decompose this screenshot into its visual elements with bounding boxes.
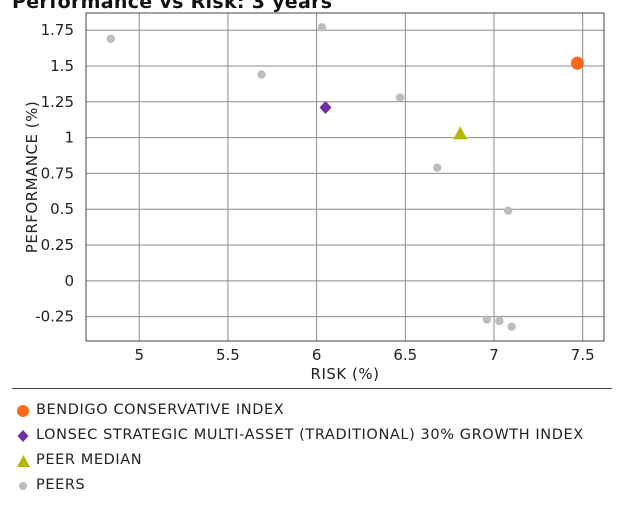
legend-item-lonsec: LONSEC STRATEGIC MULTI-ASSET (TRADITIONA… xyxy=(14,423,604,448)
peer-point xyxy=(507,322,516,331)
legend-item-peers: PEERS xyxy=(14,473,604,498)
legend-item-peer-median: PEER MEDIAN xyxy=(14,448,604,473)
x-tick-label: 5 xyxy=(134,346,144,364)
legend-label-peers: PEERS xyxy=(36,477,86,493)
y-tick-label: 0.25 xyxy=(41,236,74,254)
olive-triangle-icon xyxy=(17,455,30,467)
y-tick-label: -0.25 xyxy=(35,308,74,326)
y-tick-label: 1.25 xyxy=(41,93,74,111)
peer-median-point xyxy=(453,126,468,140)
y-tick-labels: -0.25 0 0.25 0.5 0.75 1 1.25 1.5 1.75 xyxy=(35,21,74,325)
grid-lines xyxy=(86,13,604,341)
legend-label-lonsec: LONSEC STRATEGIC MULTI-ASSET (TRADITIONA… xyxy=(36,427,584,443)
peer-point xyxy=(495,316,504,326)
y-axis-label: PERFORMANCE (%) xyxy=(23,101,41,253)
x-axis-label: RISK (%) xyxy=(311,365,380,383)
peer-point xyxy=(504,206,513,215)
plot-frame xyxy=(85,12,605,342)
data-points xyxy=(106,23,584,331)
x-tick-label: 7 xyxy=(489,346,499,364)
x-tick-labels: 5 5.5 6 6.5 7 7.5 xyxy=(134,346,594,364)
legend-label-bendigo: BENDIGO CONSERVATIVE INDEX xyxy=(36,402,285,418)
y-tick-label: 0.5 xyxy=(50,200,74,218)
scatter-plot: 5 5.5 6 6.5 7 7.5 -0.25 0 0.25 0.5 0.75 1 1.25 1.5 1.… xyxy=(23,12,605,383)
x-tick-label: 5.5 xyxy=(216,346,240,364)
x-tick-label: 6.5 xyxy=(393,346,417,364)
legend-divider xyxy=(12,388,612,389)
peer-point xyxy=(317,23,327,32)
legend-item-bendigo: BENDIGO CONSERVATIVE INDEX xyxy=(14,398,604,423)
y-tick-label: 0 xyxy=(64,272,74,290)
purple-diamond-icon xyxy=(17,430,29,442)
x-tick-label: 7.5 xyxy=(571,346,595,364)
y-tick-label: 1.5 xyxy=(50,57,74,75)
peer-point xyxy=(433,163,442,172)
peer-point xyxy=(106,34,116,43)
x-tick-label: 6 xyxy=(312,346,322,364)
gray-dot-icon xyxy=(19,482,27,490)
bendigo-point xyxy=(570,56,584,70)
peer-point xyxy=(482,315,492,324)
y-tick-label: 1 xyxy=(64,129,74,147)
peer-point xyxy=(395,93,405,102)
orange-circle-icon xyxy=(17,405,29,417)
legend-label-peer-median: PEER MEDIAN xyxy=(36,452,143,468)
peer-point xyxy=(257,70,266,79)
chart-title: Performance vs Risk: 3 years xyxy=(12,0,333,13)
y-tick-label: 1.75 xyxy=(41,21,74,39)
lonsec-point xyxy=(319,101,332,115)
legend: BENDIGO CONSERVATIVE INDEX LONSEC STRATE… xyxy=(14,398,604,498)
y-tick-label: 0.75 xyxy=(41,164,74,182)
